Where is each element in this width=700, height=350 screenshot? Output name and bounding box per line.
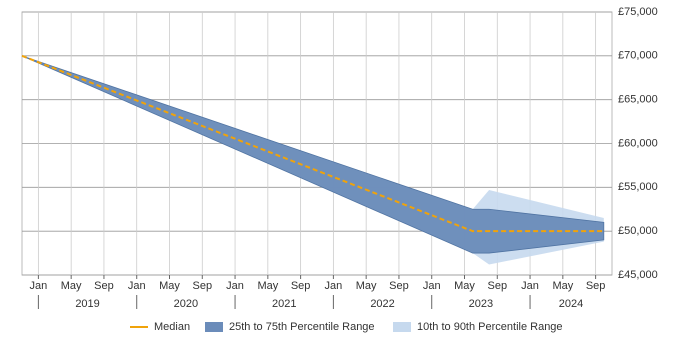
legend-swatch xyxy=(393,322,411,332)
x-tick-label: Sep xyxy=(586,280,606,292)
year-label: 2022 xyxy=(370,298,394,310)
percentile-band xyxy=(21,55,605,254)
year-label: 2023 xyxy=(469,298,493,310)
legend-label: 25th to 75th Percentile Range xyxy=(229,321,375,333)
legend-swatch xyxy=(205,322,223,332)
x-tick-label: May xyxy=(356,280,377,292)
year-label: 2024 xyxy=(559,298,583,310)
x-tick-label: Jan xyxy=(226,280,244,292)
x-tick-label: Jan xyxy=(325,280,343,292)
x-tick-label: Sep xyxy=(94,280,114,292)
x-tick-label: May xyxy=(159,280,180,292)
y-tick-label: £70,000 xyxy=(618,50,658,62)
x-tick-label: May xyxy=(454,280,475,292)
x-tick-label: Jan xyxy=(30,280,48,292)
x-tick-label: May xyxy=(552,280,573,292)
y-tick-label: £45,000 xyxy=(618,269,658,281)
median-line xyxy=(21,54,604,233)
year-label: 2019 xyxy=(75,298,99,310)
y-tick-label: £60,000 xyxy=(618,137,658,149)
x-tick-label: Jan xyxy=(521,280,539,292)
legend-label: Median xyxy=(154,321,190,333)
x-tick-label: Jan xyxy=(423,280,441,292)
x-tick-label: Jan xyxy=(128,280,146,292)
x-tick-label: Sep xyxy=(389,280,409,292)
x-tick-label: Sep xyxy=(291,280,311,292)
year-label: 2021 xyxy=(272,298,296,310)
y-tick-label: £50,000 xyxy=(618,225,658,237)
y-tick-label: £65,000 xyxy=(618,94,658,106)
x-tick-label: Sep xyxy=(487,280,507,292)
year-label: 2020 xyxy=(174,298,198,310)
y-tick-label: £55,000 xyxy=(618,181,658,193)
y-tick-label: £75,000 xyxy=(618,6,658,18)
x-tick-label: May xyxy=(257,280,278,292)
x-tick-label: May xyxy=(61,280,82,292)
legend-label: 10th to 90th Percentile Range xyxy=(417,321,563,333)
x-tick-label: Sep xyxy=(192,280,212,292)
